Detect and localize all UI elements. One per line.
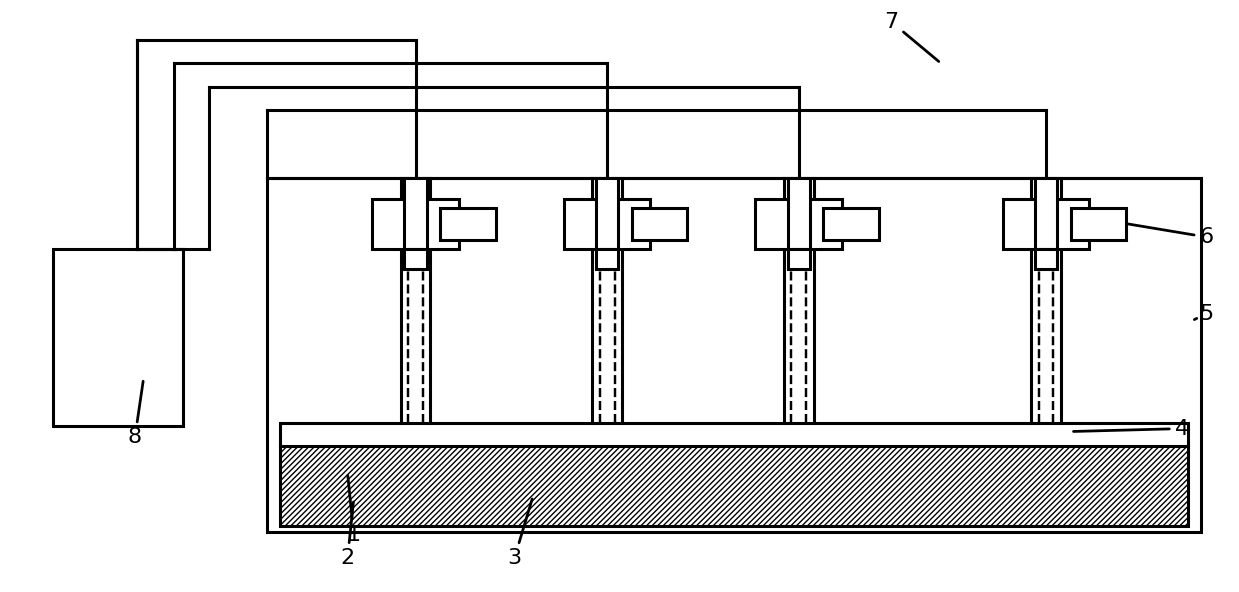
Bar bbox=[280, 443, 1188, 526]
Bar bbox=[788, 178, 810, 249]
Text: 5: 5 bbox=[1194, 304, 1214, 324]
Bar bbox=[564, 199, 650, 249]
Bar bbox=[756, 199, 843, 249]
Bar bbox=[1035, 249, 1057, 269]
Text: 6: 6 bbox=[1085, 217, 1214, 247]
Bar bbox=[268, 178, 1201, 532]
Bar bbox=[788, 249, 810, 269]
Bar bbox=[596, 249, 618, 269]
Text: 1: 1 bbox=[347, 475, 361, 545]
Bar bbox=[1035, 178, 1057, 249]
Text: 8: 8 bbox=[128, 381, 144, 448]
Bar bbox=[1070, 208, 1126, 240]
Bar bbox=[372, 199, 458, 249]
Text: 4: 4 bbox=[1073, 419, 1189, 439]
Bar bbox=[1002, 199, 1089, 249]
Bar bbox=[280, 423, 1188, 446]
Text: 2: 2 bbox=[341, 502, 354, 568]
Bar bbox=[53, 249, 183, 426]
Bar bbox=[404, 249, 426, 269]
Text: 3: 3 bbox=[507, 499, 533, 568]
Bar bbox=[824, 208, 880, 240]
Bar bbox=[632, 208, 688, 240]
Text: 7: 7 bbox=[885, 12, 939, 62]
Bar bbox=[404, 178, 426, 249]
Bar bbox=[596, 178, 618, 249]
Bar bbox=[440, 208, 496, 240]
